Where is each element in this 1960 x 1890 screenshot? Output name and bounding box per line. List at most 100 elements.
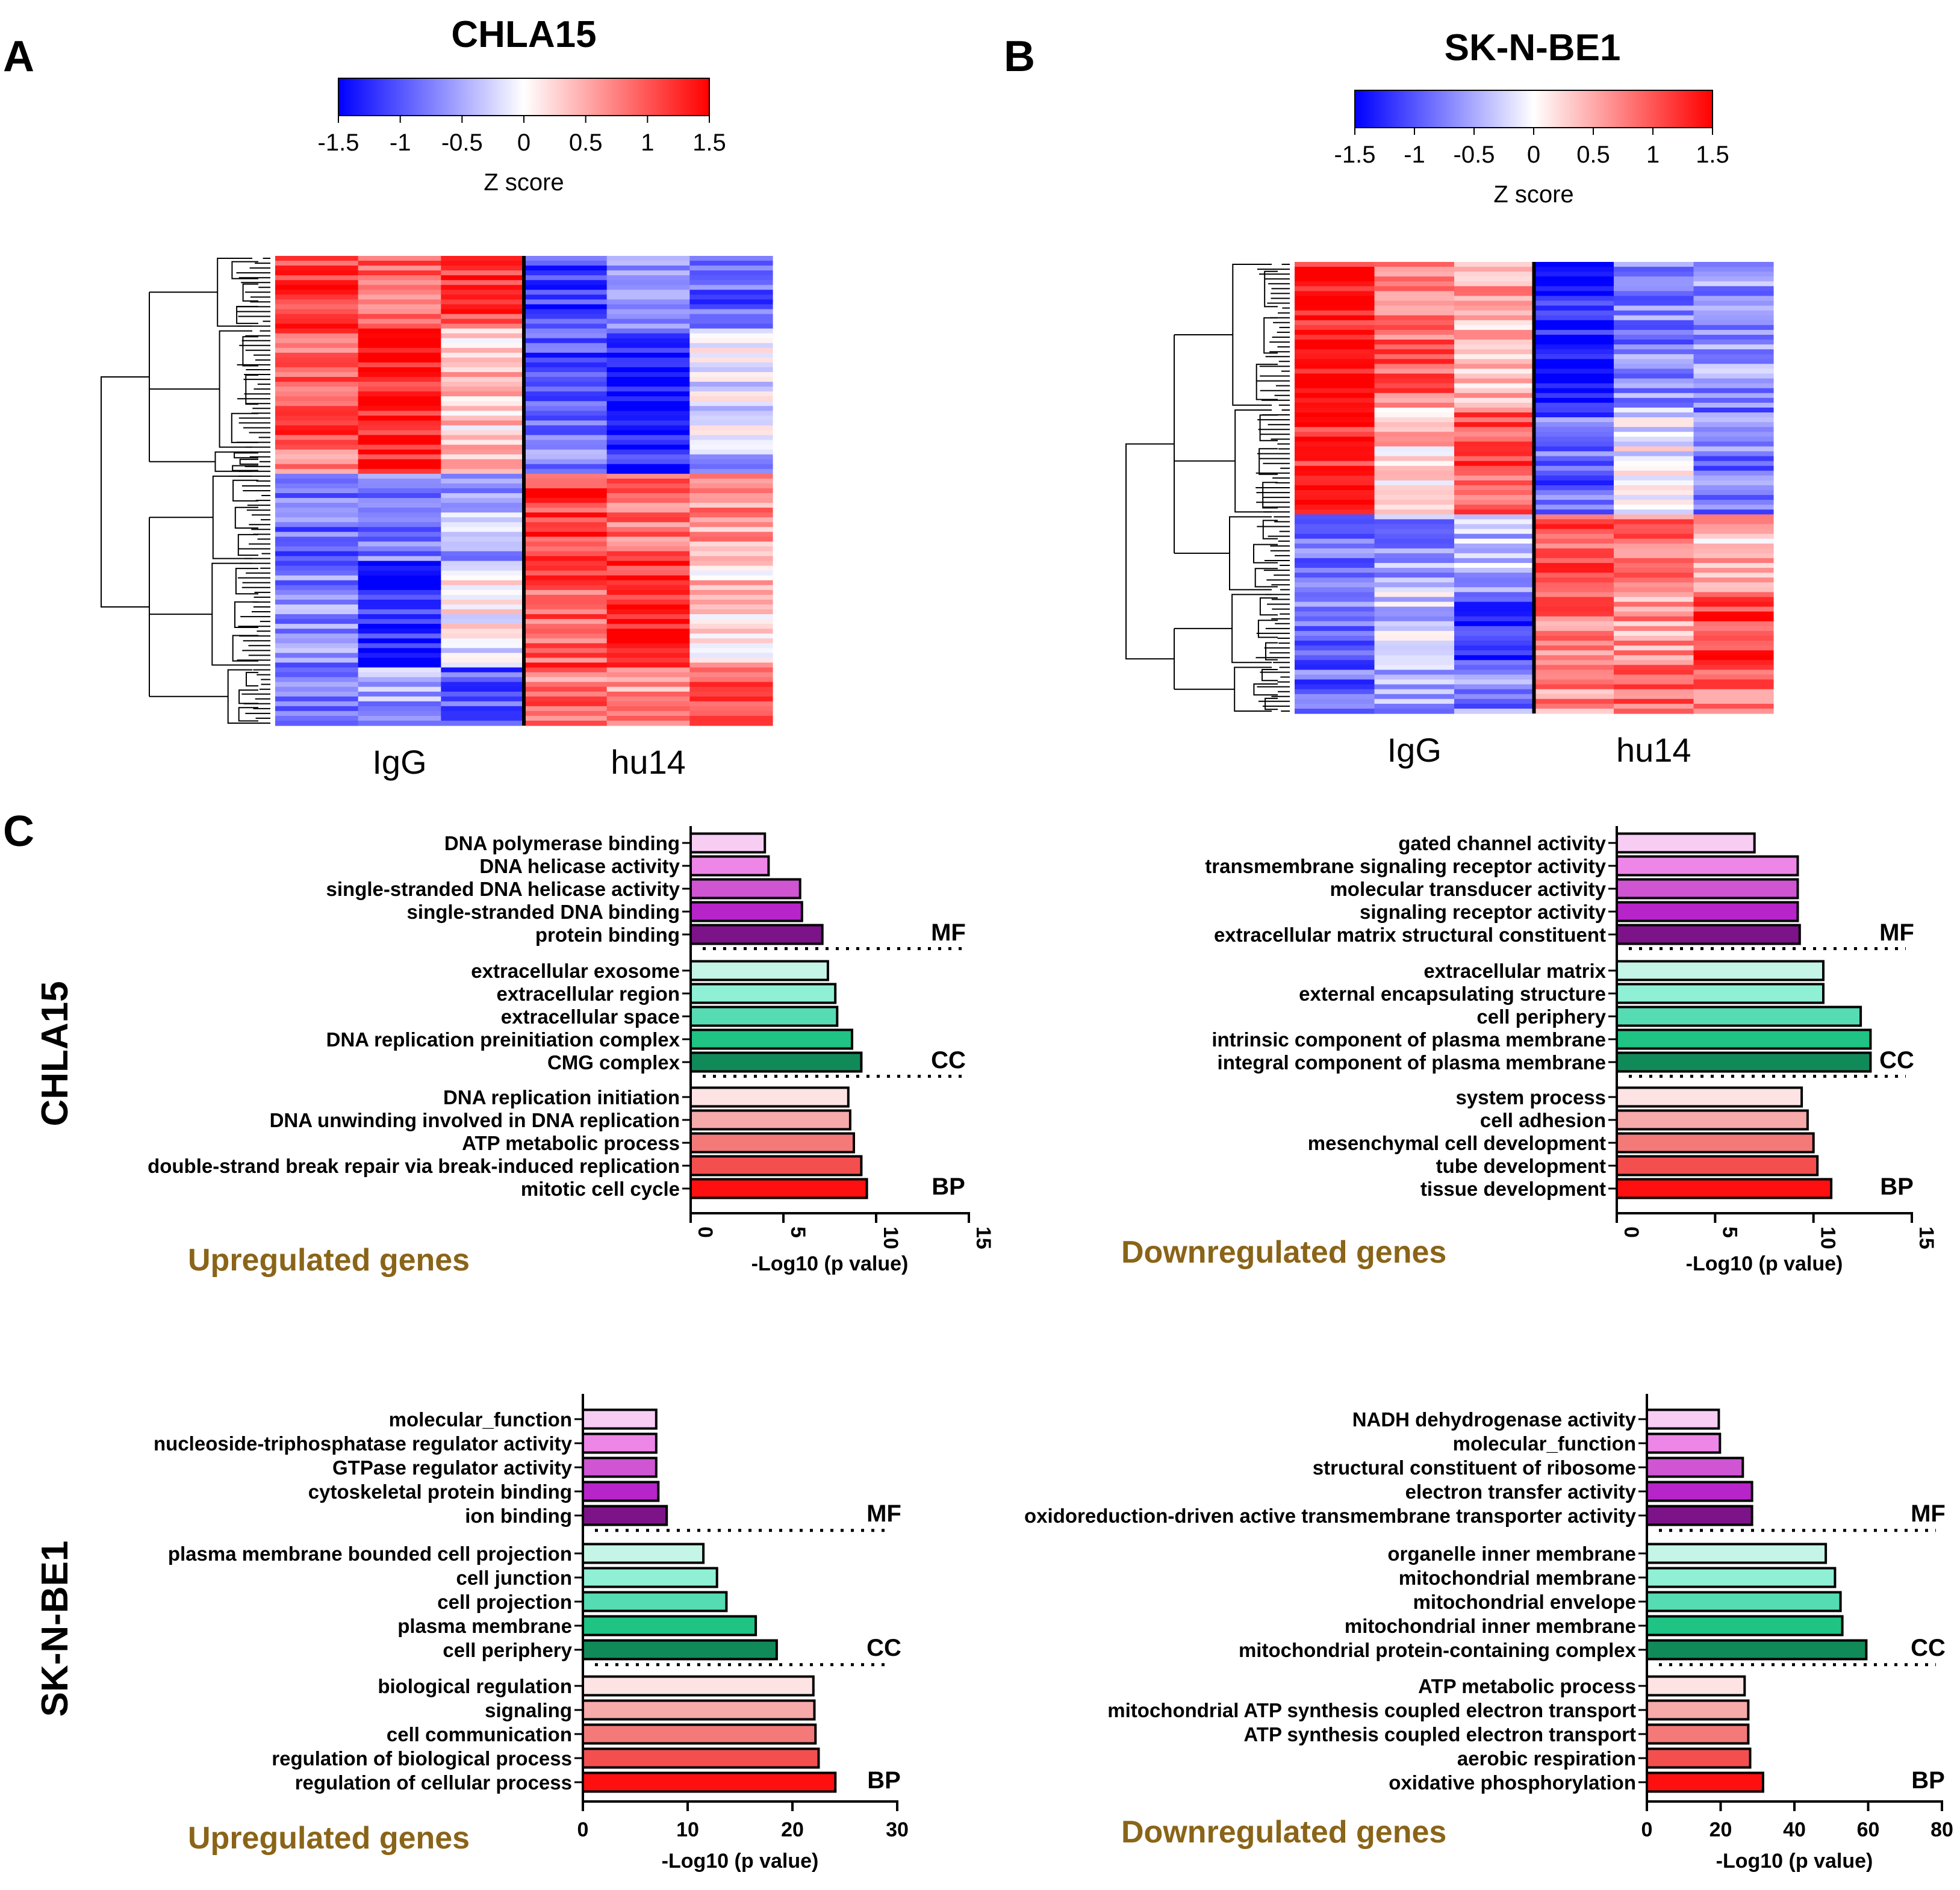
bar-sknbe1-down-bar [1646, 1432, 1722, 1454]
heatmap-sknbe1-cell [1534, 407, 1614, 413]
heatmap-chla15-cell [606, 498, 690, 503]
heatmap-sknbe1-cell [1454, 461, 1535, 467]
heatmap-chla15-cell [358, 459, 441, 465]
heatmap-chla15-cell [524, 382, 608, 387]
heatmap-chla15-cell [275, 512, 359, 518]
heatmap-chla15-cell [441, 638, 524, 644]
heatmap-sknbe1-cell [1295, 650, 1375, 656]
heatmap-sknbe1-cell [1374, 427, 1455, 432]
heatmap-sknbe1-cell [1454, 708, 1535, 714]
heatmap-sknbe1-cell [1295, 349, 1375, 355]
heatmap-sknbe1-cell [1693, 402, 1774, 408]
heatmap-chla15-cell [689, 449, 773, 455]
heatmap-chla15-cell [358, 478, 441, 484]
heatmap-chla15-cell [358, 304, 441, 310]
heatmap-chla15-dendrogram-branch [232, 479, 258, 502]
heatmap-chla15-cell [524, 338, 608, 344]
heatmap-sknbe1-cell [1295, 329, 1375, 335]
heatmap-sknbe1-cell [1295, 402, 1375, 408]
heatmap-sknbe1-cell [1693, 543, 1774, 549]
heatmap-chla15-cell [689, 483, 773, 489]
heatmap-chla15-cell [606, 415, 690, 421]
bar-chla15-up-group-label: CC [931, 1047, 966, 1074]
heatmap-chla15-cell [441, 575, 524, 581]
bar-chla15-down-bar [1616, 901, 1799, 922]
heatmap-sknbe1-cell [1374, 626, 1455, 632]
heatmap-chla15-cell [689, 261, 773, 266]
heatmap-chla15-cell [689, 290, 773, 295]
heatmap-chla15-cell [358, 594, 441, 600]
heatmap-sknbe1-cell [1534, 364, 1614, 370]
heatmap-sknbe1-cell [1534, 334, 1614, 340]
heatmap-chla15-cell [275, 609, 359, 615]
heatmap-chla15-cell [524, 551, 608, 557]
heatmap-chla15-cell [689, 275, 773, 281]
heatmap-chla15-cell [275, 715, 359, 721]
heatmap-chla15-cell [689, 473, 773, 479]
heatmap-chla15-cell [441, 357, 524, 363]
heatmap-sknbe1-cell [1693, 456, 1774, 462]
heatmap-sknbe1-cell [1693, 563, 1774, 568]
heatmap-sknbe1-cell [1693, 305, 1774, 311]
heatmap-chla15-cell [524, 493, 608, 499]
heatmap-sknbe1-cell [1374, 446, 1455, 452]
heatmap-chla15-cell [275, 624, 359, 629]
heatmap-chla15-cell [606, 280, 690, 285]
heatmap-sknbe1-cell [1534, 461, 1614, 467]
heatmap-chla15-cell [606, 435, 690, 441]
bar-chla15-down-bar [1616, 1178, 1833, 1199]
heatmap-sknbe1-cell [1693, 670, 1774, 676]
heatmap-sknbe1-cell [1454, 660, 1535, 665]
heatmap-chla15-cell [606, 517, 690, 523]
heatmap-sknbe1-cell [1295, 305, 1375, 311]
heatmap-chla15-cell [606, 541, 690, 547]
heatmap-sknbe1-cell [1295, 573, 1375, 578]
heatmap-sknbe1-cell [1374, 325, 1455, 331]
heatmap-sknbe1-cell [1693, 465, 1774, 471]
bar-sknbe1-down-term-label: ATP metabolic process [1418, 1675, 1636, 1697]
heatmap-sknbe1-cell [1295, 509, 1375, 515]
heatmap-sknbe1-cell [1295, 568, 1375, 573]
heatmap-chla15-cell [606, 387, 690, 392]
heatmap-chla15-cell [441, 478, 524, 484]
heatmap-sknbe1-cell [1693, 509, 1774, 515]
heatmap-chla15-cell [441, 604, 524, 610]
heatmap-sknbe1-cell [1693, 446, 1774, 452]
heatmap-sknbe1-cell [1454, 407, 1535, 413]
heatmap-chla15-cell [358, 541, 441, 547]
heatmap-sknbe1-cell [1693, 451, 1774, 457]
heatmap-sknbe1-cell [1614, 412, 1694, 418]
heatmap-chla15-cell [524, 546, 608, 552]
heatmap-chla15-cell [606, 328, 690, 334]
heatmap-chla15-cell [524, 256, 608, 261]
heatmap-sknbe1-cell [1614, 563, 1694, 568]
heatmap-chla15-cell [524, 677, 608, 683]
bar-chla15-down-term-label: cell adhesion [1480, 1109, 1606, 1131]
heatmap-chla15-cell [441, 304, 524, 310]
heatmap-sknbe1-cell [1534, 281, 1614, 287]
heatmap-sknbe1-cell [1693, 393, 1774, 399]
bar-sknbe1-up-bar [582, 1567, 718, 1588]
heatmap-chla15-cell [606, 459, 690, 465]
heatmap-chla15-cell [358, 454, 441, 460]
heatmap-sknbe1-cell [1454, 354, 1535, 359]
heatmap-chla15-cell [358, 382, 441, 387]
heatmap-sknbe1-cell [1295, 320, 1375, 326]
heatmap-chla15-cell [358, 589, 441, 595]
heatmap-sknbe1-colorbar-tick-label: -1.5 [1334, 141, 1376, 168]
heatmap-sknbe1-cell [1454, 485, 1535, 491]
heatmap-sknbe1-cell [1534, 641, 1614, 646]
bar-sknbe1-down-bar [1646, 1456, 1744, 1478]
heatmap-chla15-cell [606, 290, 690, 295]
heatmap-chla15-cell [275, 444, 359, 450]
heatmap-chla15-cell [689, 512, 773, 518]
heatmap-sknbe1-cell [1693, 558, 1774, 564]
heatmap-sknbe1-cell [1614, 533, 1694, 539]
heatmap-sknbe1-cell [1295, 276, 1375, 282]
bar-sknbe1-up-group-label: CC [866, 1635, 901, 1661]
heatmap-sknbe1-cell [1614, 276, 1694, 282]
heatmap-chla15-cell [275, 401, 359, 406]
bar-sknbe1-up-bar [582, 1675, 815, 1697]
heatmap-sknbe1-cell [1614, 441, 1694, 447]
heatmap-sknbe1-cell [1374, 340, 1455, 345]
